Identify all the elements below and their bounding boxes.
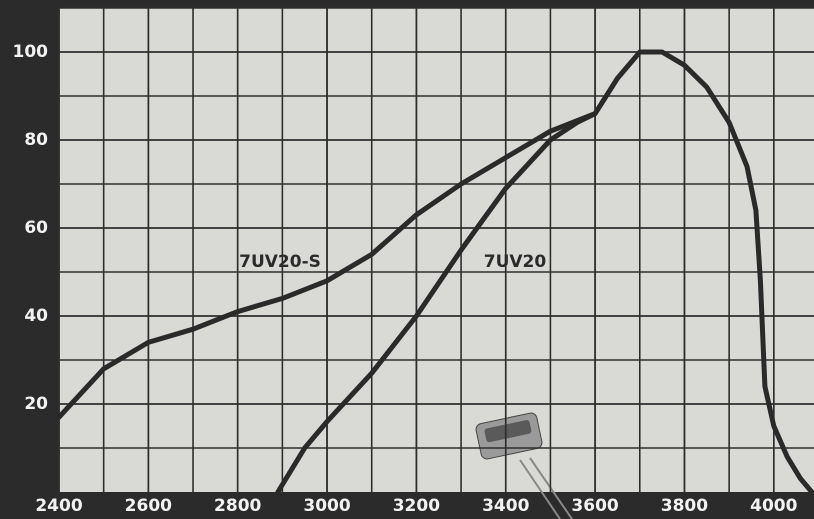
x-tick-label: 2600 [125,496,172,516]
x-tick-label: 3600 [571,496,618,516]
series-label: 7UV20-S [239,252,321,272]
x-tick-label: 3800 [661,496,708,516]
series-label: 7UV20 [484,252,547,272]
x-tick-label: 4000 [750,496,797,516]
x-tick-label: 2800 [214,496,261,516]
x-tick-label: 3000 [303,496,350,516]
series-line [56,49,814,495]
y-tick-label: 20 [24,394,48,414]
y-tick-label: 60 [24,218,48,238]
plot-area [59,8,814,492]
series-line [275,111,598,495]
y-tick-label: 40 [24,306,48,326]
x-tick-label: 2400 [35,496,82,516]
x-tick-label: 3400 [482,496,529,516]
y-tick-label: 80 [24,130,48,150]
x-tick-label: 3200 [393,496,440,516]
y-tick-label: 100 [13,42,49,62]
